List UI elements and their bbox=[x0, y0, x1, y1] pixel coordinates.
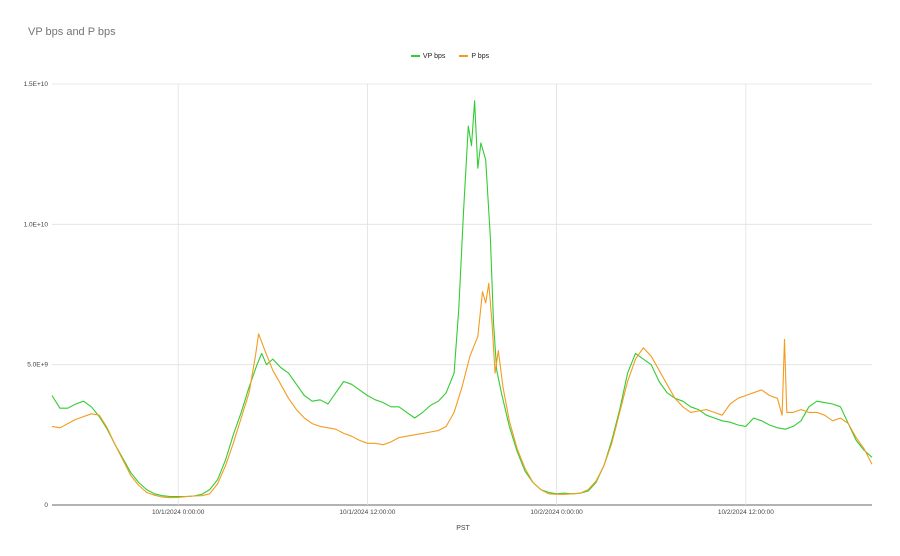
x-tick-label: 10/1/2024 12:00:00 bbox=[339, 509, 395, 516]
series-lines bbox=[51, 100, 873, 499]
y-tick-label: 0 bbox=[44, 502, 48, 509]
legend-label-p: P bps bbox=[471, 53, 490, 60]
legend: VP bps P bps bbox=[0, 53, 900, 60]
y-tick-label: 1.0E+10 bbox=[24, 221, 49, 228]
chart-title: VP bps and P bps bbox=[28, 26, 116, 38]
x-axis-title: PST bbox=[456, 525, 470, 532]
y-tick-label: 5.0E+9 bbox=[27, 362, 48, 369]
series-line-p-bps bbox=[51, 282, 873, 499]
legend-swatch-vp bbox=[410, 55, 420, 58]
axis-labels: 0 5.0E+9 1.0E+10 1.5E+10 10/1/2024 0:00:00 10… bbox=[24, 81, 775, 516]
legend-item-p[interactable]: P bps bbox=[459, 53, 489, 60]
y-tick-label: 1.5E+10 bbox=[24, 81, 49, 88]
legend-label-vp: VP bps bbox=[422, 53, 446, 60]
grid bbox=[52, 83, 872, 506]
legend-swatch-p bbox=[459, 55, 469, 58]
x-tick-label: 10/2/2024 12:00:00 bbox=[718, 509, 774, 516]
series-line-vp-bps bbox=[51, 100, 873, 498]
x-tick-label: 10/1/2024 0:00:00 bbox=[152, 509, 205, 516]
legend-item-vp[interactable]: VP bps bbox=[410, 53, 446, 60]
x-tick-label: 10/2/2024 0:00:00 bbox=[530, 509, 583, 516]
